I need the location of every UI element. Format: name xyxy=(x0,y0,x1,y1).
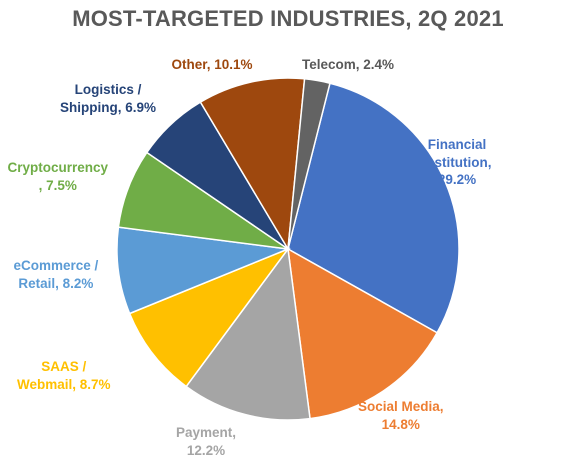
slice-label-ecommerce-retail: eCommerce / Retail, 8.2% xyxy=(14,257,99,292)
slice-label-line: Other, 10.1% xyxy=(171,57,253,72)
slice-label-line: Shipping, 6.9% xyxy=(60,99,157,115)
slice-label-saas-webmail: SAAS / Webmail, 8.7% xyxy=(17,358,111,393)
slice-label-line: Retail, 8.2% xyxy=(18,275,94,291)
slice-label-other: Other, 10.1% xyxy=(172,56,253,74)
slice-label-logistics-shipping: Logistics / Shipping, 6.9% xyxy=(60,81,156,116)
slice-label-payment: Payment, 12.2% xyxy=(176,424,236,459)
slice-label-line: Institution, xyxy=(422,154,492,170)
slice-label-line: Social Media, xyxy=(358,399,444,414)
slice-label-line: Webmail, 8.7% xyxy=(17,376,111,392)
slice-label-line: 14.8% xyxy=(381,416,420,432)
pie-slice-other xyxy=(199,77,306,252)
slice-label-line: 29.2% xyxy=(437,172,477,188)
slice-label-line: Financial xyxy=(427,137,487,152)
slice-label-line: Logistics / xyxy=(74,82,142,97)
pie-slice-payment xyxy=(185,247,311,421)
slice-label-line: 12.2% xyxy=(186,442,226,458)
pie-slice-telecom xyxy=(287,77,331,250)
pie-slice-saas-webmail xyxy=(128,247,291,388)
chart-title: MOST-TARGETED INDUSTRIES, 2Q 2021 xyxy=(72,6,504,31)
slice-label-line: Cryptocurrency xyxy=(7,160,109,175)
slice-label-line: eCommerce / xyxy=(13,258,99,273)
slice-label-cryptocurrency: Cryptocurrency , 7.5% xyxy=(8,159,109,194)
slice-label-financial-institution: Financial Institution, 29.2% xyxy=(423,136,492,189)
slice-label-social-media: Social Media, 14.8% xyxy=(358,398,444,433)
slice-label-line: Payment, xyxy=(176,425,237,440)
pie-slice-ecommerce-retail xyxy=(116,226,291,315)
slice-label-line: Telecom, 2.4% xyxy=(302,57,395,72)
pie-slice-social-media xyxy=(287,247,439,420)
slice-label-line: , 7.5% xyxy=(38,177,77,193)
slice-label-line: SAAS / xyxy=(41,359,87,374)
pie-slice-financial-institution xyxy=(287,82,460,334)
slice-label-telecom: Telecom, 2.4% xyxy=(302,56,394,74)
